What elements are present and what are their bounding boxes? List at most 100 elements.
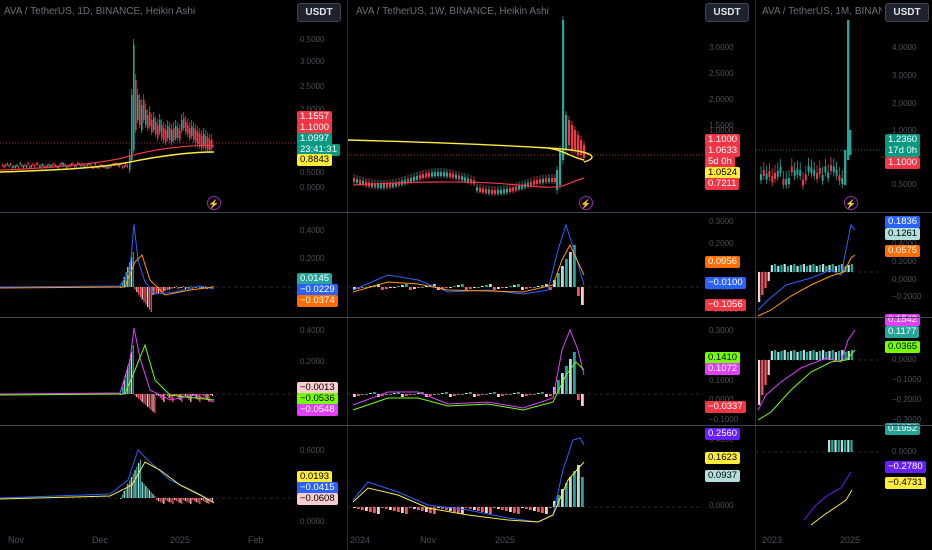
chart-mark — [847, 351, 850, 360]
chart-mark — [132, 252, 134, 287]
chart-mark — [195, 394, 197, 398]
chart-mark — [75, 164, 77, 168]
chart-mark — [509, 507, 512, 512]
value-tag: 0.2560 — [705, 428, 741, 440]
chart-mark — [774, 172, 776, 179]
value-tag: 0.8843 — [297, 154, 333, 166]
chart-mark — [813, 169, 816, 176]
chart-mark — [457, 507, 460, 513]
chart-mark — [208, 498, 210, 504]
chart-mark — [821, 174, 824, 181]
chart-mark — [437, 394, 440, 395]
chart-mark — [485, 285, 488, 287]
chart-mark — [374, 183, 376, 188]
chart-mark — [204, 394, 206, 398]
chart-mark — [356, 178, 358, 183]
pane-divider[interactable] — [0, 425, 932, 426]
chart-mark — [793, 170, 796, 177]
chart-mark — [208, 394, 210, 402]
chart-mark — [573, 352, 576, 394]
chart-mark — [125, 163, 127, 167]
chart-mark — [179, 394, 181, 400]
chart-mark — [139, 287, 142, 297]
chart-mark — [488, 189, 490, 194]
chart-canvas[interactable] — [756, 0, 932, 550]
chart-mark — [8, 164, 10, 168]
value-tag: 1.0633 — [705, 145, 741, 157]
chart-mark — [211, 394, 214, 396]
chart-mark — [155, 122, 157, 134]
chart-mark — [369, 393, 372, 394]
currency-button[interactable]: USDT — [705, 3, 749, 22]
chart-mark — [362, 180, 364, 185]
chart-mark — [35, 162, 37, 166]
price-axis-label: 0.4000 — [892, 239, 917, 248]
chart-mark — [500, 189, 502, 194]
chart-mark — [825, 266, 828, 272]
chart-mark — [446, 172, 448, 177]
chart-mark — [581, 477, 584, 507]
lightning-icon[interactable]: ⚡ — [207, 196, 221, 210]
chart-canvas[interactable] — [348, 0, 755, 550]
chart-mark — [776, 170, 779, 177]
value-tag: −0.4731 — [885, 477, 926, 489]
lightning-icon[interactable]: ⚡ — [579, 196, 593, 210]
chart-mark — [381, 394, 384, 396]
chart-mark — [455, 174, 457, 179]
chart-panel-1d[interactable]: AVA / TetherUS, 1D, BINANCE, Heikin Ashi… — [0, 0, 347, 550]
chart-panel-1w[interactable]: AVA / TetherUS, 1W, BINANCE, Heikin Ashi… — [348, 0, 755, 550]
lightning-icon[interactable]: ⚡ — [844, 196, 858, 210]
chart-mark — [59, 162, 61, 166]
chart-mark — [172, 287, 174, 289]
chart-mark — [521, 184, 523, 189]
chart-mark — [758, 360, 761, 405]
pane-divider[interactable] — [0, 212, 932, 213]
chart-mark — [169, 128, 171, 140]
price-axis-label: 0.6000 — [300, 446, 325, 455]
panel-divider[interactable] — [755, 0, 756, 550]
pane-divider[interactable] — [0, 317, 932, 318]
chart-mark — [361, 507, 364, 510]
chart-mark — [834, 440, 837, 452]
chart-mark — [199, 287, 201, 289]
time-axis-label: 2023 — [762, 535, 783, 545]
chart-canvas[interactable] — [0, 0, 347, 550]
chart-mark — [42, 163, 44, 167]
chart-mark — [512, 187, 514, 192]
price-axis-label: 3.0000 — [300, 57, 325, 66]
chart-mark — [393, 287, 396, 288]
value-tag: −0.0013 — [297, 382, 338, 394]
panel-divider[interactable] — [347, 0, 348, 550]
chart-mark — [441, 287, 444, 289]
chart-mark — [529, 507, 532, 510]
chart-mark — [385, 394, 388, 395]
chart-mark — [409, 394, 412, 395]
chart-mark — [774, 264, 777, 272]
chart-mark — [818, 351, 822, 360]
value-tag: 0.1177 — [885, 326, 920, 338]
chart-mark — [837, 440, 840, 452]
currency-button[interactable]: USDT — [885, 3, 929, 22]
chart-mark — [812, 264, 815, 272]
chart-mark — [521, 287, 524, 290]
chart-mark — [135, 80, 137, 130]
chart-mark — [177, 287, 179, 289]
price-axis-label: 2.0000 — [709, 95, 734, 104]
value-tag: −0.0536 — [297, 393, 338, 405]
chart-mark — [421, 287, 424, 288]
time-axis-label: 2025 — [495, 535, 516, 545]
chart-mark — [824, 166, 827, 173]
chart-mark — [433, 507, 436, 514]
chart-mark — [832, 166, 835, 173]
currency-button[interactable]: USDT — [297, 3, 341, 22]
chart-mark — [365, 507, 368, 511]
chart-mark — [147, 287, 149, 307]
chart-mark — [485, 507, 488, 513]
chart-mark — [177, 128, 179, 138]
price-axis-label: 0.0000 — [300, 183, 325, 192]
chart-mark — [537, 507, 540, 512]
chart-panel-1m[interactable]: AVA / TetherUS, 1M, BINANCE USDT ⚡ 4.000… — [756, 0, 932, 550]
chart-mark — [809, 351, 812, 360]
chart-mark — [204, 498, 206, 502]
value-tag: 1.1000 — [885, 157, 921, 169]
